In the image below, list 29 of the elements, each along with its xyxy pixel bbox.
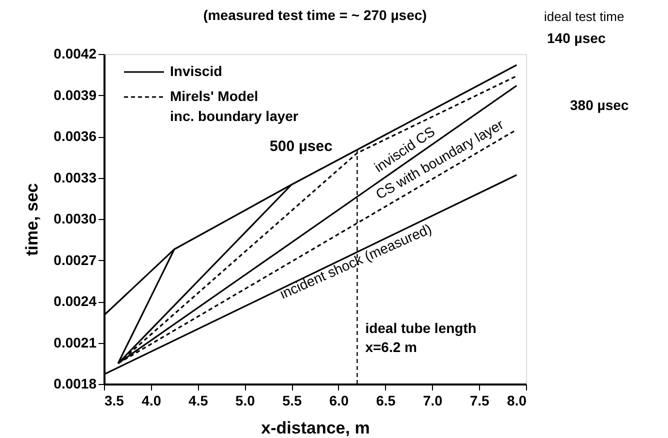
y-axis-title: time, sec bbox=[22, 183, 42, 256]
x-tick-label: 6.0 bbox=[329, 392, 349, 408]
x-tick-label: 5.5 bbox=[282, 392, 302, 408]
y-tick-label: 0.0042 bbox=[54, 46, 97, 62]
x-tick-label: 7.0 bbox=[422, 392, 443, 408]
x-tick-label: 8.0 bbox=[507, 392, 527, 408]
y-tick-label: 0.0039 bbox=[54, 86, 97, 103]
x-tick-label: 3.5 bbox=[104, 392, 124, 408]
x-tick-label: 4.0 bbox=[142, 392, 162, 408]
legend-label: Inviscid bbox=[170, 63, 222, 79]
x-axis-title: x-distance, m bbox=[261, 418, 370, 438]
y-tick-label: 0.0021 bbox=[54, 334, 97, 350]
y-tick-label: 0.0030 bbox=[54, 210, 97, 226]
annotation: 500 µsec bbox=[270, 138, 332, 155]
y-tick-label: 0.0033 bbox=[54, 169, 97, 186]
x-tick-label: 7.5 bbox=[470, 392, 490, 408]
legend-label: Mirels' Model inc. boundary layer bbox=[170, 88, 299, 124]
text: ideal test time bbox=[544, 9, 624, 24]
x-tick-label: 5.0 bbox=[235, 392, 256, 408]
y-tick-label: 0.0024 bbox=[54, 293, 97, 309]
text: 140 µsec bbox=[547, 30, 606, 46]
text: 380 µsec bbox=[570, 97, 629, 113]
y-tick-label: 0.0027 bbox=[54, 252, 97, 268]
chart-title: (measured test time = ~ 270 µsec) bbox=[203, 7, 427, 23]
y-tick-label: 0.0018 bbox=[54, 376, 97, 392]
ref-line-label: ideal tube length x=6.2 m bbox=[365, 320, 476, 355]
y-tick-label: 0.0036 bbox=[54, 128, 97, 144]
x-tick-label: 4.5 bbox=[188, 392, 208, 408]
x-tick-label: 6.5 bbox=[376, 392, 396, 408]
